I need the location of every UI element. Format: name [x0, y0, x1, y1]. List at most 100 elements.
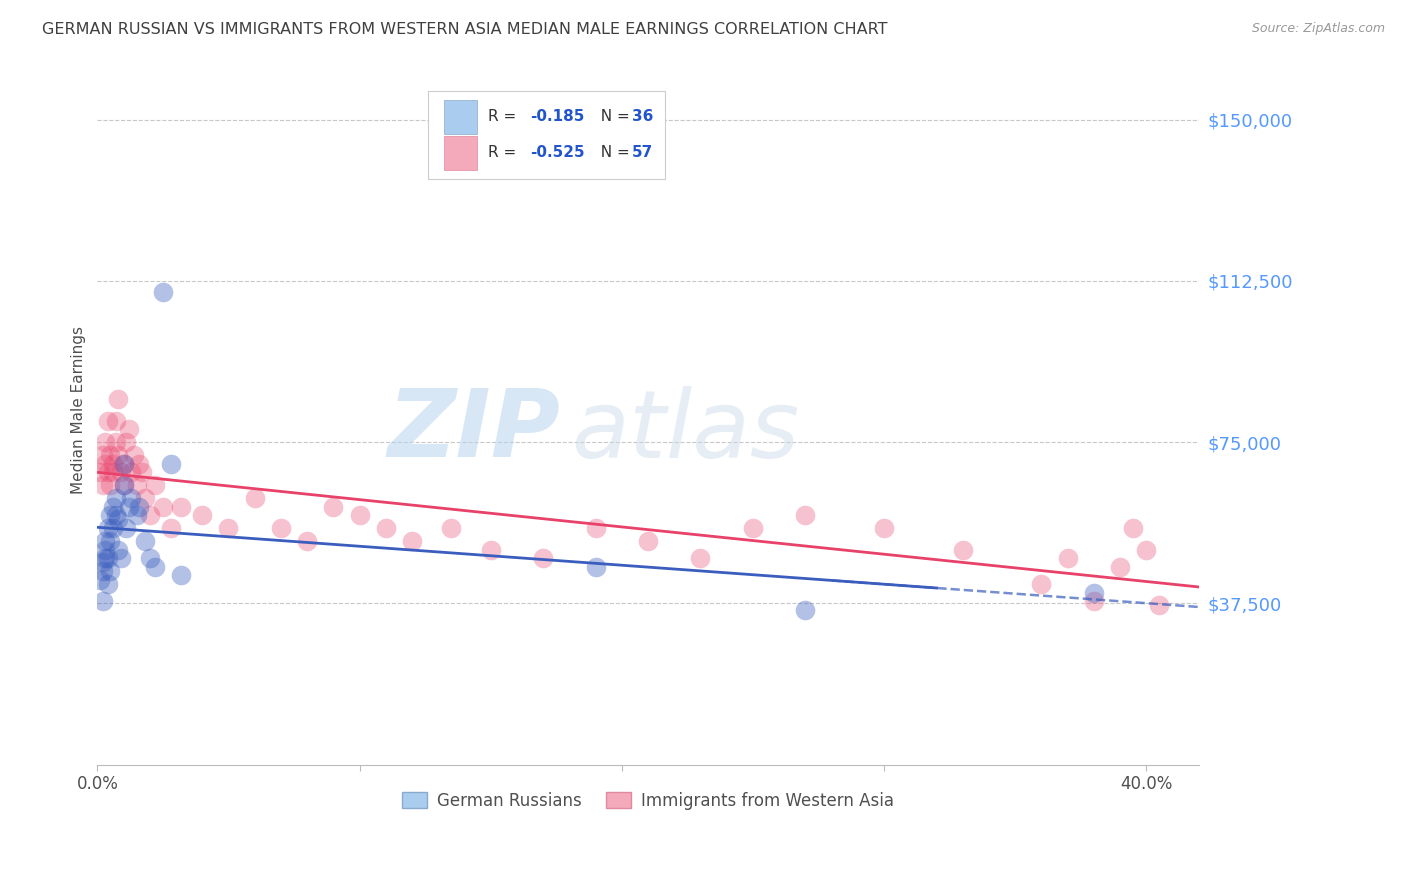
Point [128, 457, 150, 471]
Point [143, 478, 166, 492]
Point [104, 435, 127, 450]
Text: Source: ZipAtlas.com: Source: ZipAtlas.com [1251, 22, 1385, 36]
Point [1083, 594, 1105, 608]
Point [100, 508, 122, 523]
Point [94, 551, 117, 566]
Text: N =: N = [591, 145, 634, 161]
Point [94, 533, 117, 548]
Point [139, 551, 162, 566]
Point [191, 508, 214, 523]
Point [152, 500, 174, 514]
Point [374, 521, 396, 535]
Point [97, 465, 120, 479]
Point [94, 435, 117, 450]
Point [122, 448, 145, 462]
Point [101, 500, 124, 514]
Point [115, 521, 138, 535]
Point [91, 478, 114, 492]
Point [139, 508, 162, 523]
Point [134, 533, 156, 548]
Point [89, 573, 111, 587]
Text: -0.525: -0.525 [530, 145, 585, 161]
Point [134, 491, 156, 505]
Point [131, 465, 153, 479]
Point [440, 521, 463, 535]
Point [585, 559, 607, 574]
Point [91, 564, 114, 578]
Point [100, 448, 122, 462]
Point [794, 508, 817, 523]
Point [873, 521, 896, 535]
Text: R =: R = [488, 110, 522, 125]
Point [110, 465, 132, 479]
Point [742, 521, 765, 535]
Point [295, 533, 318, 548]
FancyBboxPatch shape [444, 100, 477, 134]
Point [101, 521, 124, 535]
Point [101, 465, 124, 479]
Point [104, 508, 127, 523]
Point [104, 491, 127, 505]
Point [107, 512, 129, 526]
Point [1056, 551, 1078, 566]
Point [128, 500, 150, 514]
FancyBboxPatch shape [444, 136, 477, 169]
Point [104, 413, 127, 427]
Point [322, 500, 344, 514]
Point [101, 457, 124, 471]
Point [112, 457, 135, 471]
Point [118, 500, 141, 514]
Point [1031, 577, 1053, 591]
Text: atlas: atlas [571, 385, 799, 476]
Point [107, 448, 129, 462]
Point [97, 521, 120, 535]
Point [125, 478, 148, 492]
Point [1135, 542, 1157, 557]
Text: N =: N = [591, 110, 634, 125]
Point [152, 285, 174, 299]
Text: GERMAN RUSSIAN VS IMMIGRANTS FROM WESTERN ASIA MEDIAN MALE EARNINGS CORRELATION : GERMAN RUSSIAN VS IMMIGRANTS FROM WESTER… [42, 22, 887, 37]
Point [243, 491, 266, 505]
Point [97, 577, 120, 591]
Point [91, 448, 114, 462]
Point [97, 413, 120, 427]
Point [118, 422, 141, 436]
Point [100, 478, 122, 492]
Point [91, 594, 114, 608]
Point [120, 491, 142, 505]
Point [97, 551, 120, 566]
Point [1122, 521, 1144, 535]
Point [585, 521, 607, 535]
Point [120, 465, 142, 479]
Point [112, 478, 135, 492]
Point [531, 551, 554, 566]
Point [170, 568, 193, 582]
Text: R =: R = [488, 145, 522, 161]
Point [107, 542, 129, 557]
Point [1083, 585, 1105, 599]
Point [479, 542, 502, 557]
Text: 57: 57 [631, 145, 652, 161]
Point [794, 603, 817, 617]
Point [110, 551, 132, 566]
Point [1149, 599, 1171, 613]
Point [91, 556, 114, 570]
Point [159, 457, 181, 471]
Point [689, 551, 711, 566]
Point [100, 533, 122, 548]
Point [217, 521, 239, 535]
Legend: German Russians, Immigrants from Western Asia: German Russians, Immigrants from Western… [395, 785, 901, 816]
Point [115, 435, 138, 450]
Point [401, 533, 423, 548]
Point [100, 564, 122, 578]
Point [89, 465, 111, 479]
Point [143, 559, 166, 574]
Point [637, 533, 659, 548]
Text: 36: 36 [631, 110, 652, 125]
Point [349, 508, 371, 523]
Point [159, 521, 181, 535]
Point [125, 508, 148, 523]
Y-axis label: Median Male Earnings: Median Male Earnings [72, 326, 86, 494]
Point [94, 457, 117, 471]
Point [170, 500, 193, 514]
